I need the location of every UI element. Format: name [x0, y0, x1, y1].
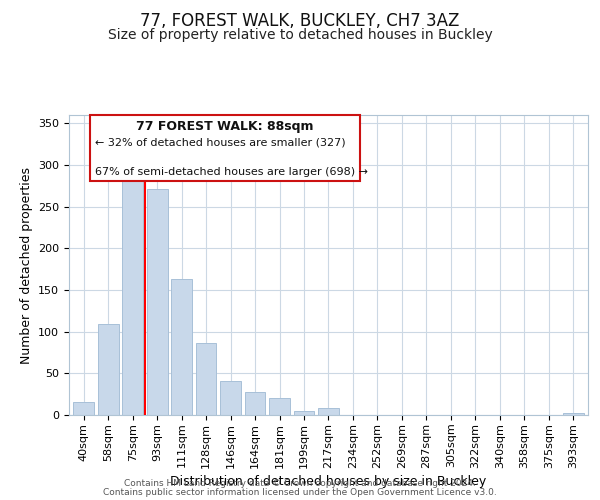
Text: 77, FOREST WALK, BUCKLEY, CH7 3AZ: 77, FOREST WALK, BUCKLEY, CH7 3AZ — [140, 12, 460, 30]
Text: Contains public sector information licensed under the Open Government Licence v3: Contains public sector information licen… — [103, 488, 497, 497]
Bar — [245, 392, 265, 415]
Bar — [98, 324, 119, 415]
Bar — [147, 189, 167, 415]
Bar — [73, 402, 94, 415]
Bar — [171, 279, 192, 415]
Text: ← 32% of detached houses are smaller (327): ← 32% of detached houses are smaller (32… — [95, 138, 345, 148]
Bar — [122, 171, 143, 415]
Text: Contains HM Land Registry data © Crown copyright and database right 2024.: Contains HM Land Registry data © Crown c… — [124, 478, 476, 488]
Text: Size of property relative to detached houses in Buckley: Size of property relative to detached ho… — [107, 28, 493, 42]
Bar — [220, 381, 241, 415]
Text: 77 FOREST WALK: 88sqm: 77 FOREST WALK: 88sqm — [136, 120, 313, 133]
Y-axis label: Number of detached properties: Number of detached properties — [20, 166, 32, 364]
Bar — [269, 398, 290, 415]
Bar — [318, 408, 339, 415]
X-axis label: Distribution of detached houses by size in Buckley: Distribution of detached houses by size … — [170, 474, 487, 488]
Bar — [196, 344, 217, 415]
Text: 67% of semi-detached houses are larger (698) →: 67% of semi-detached houses are larger (… — [95, 167, 368, 177]
Bar — [293, 411, 314, 415]
Bar — [563, 414, 584, 415]
